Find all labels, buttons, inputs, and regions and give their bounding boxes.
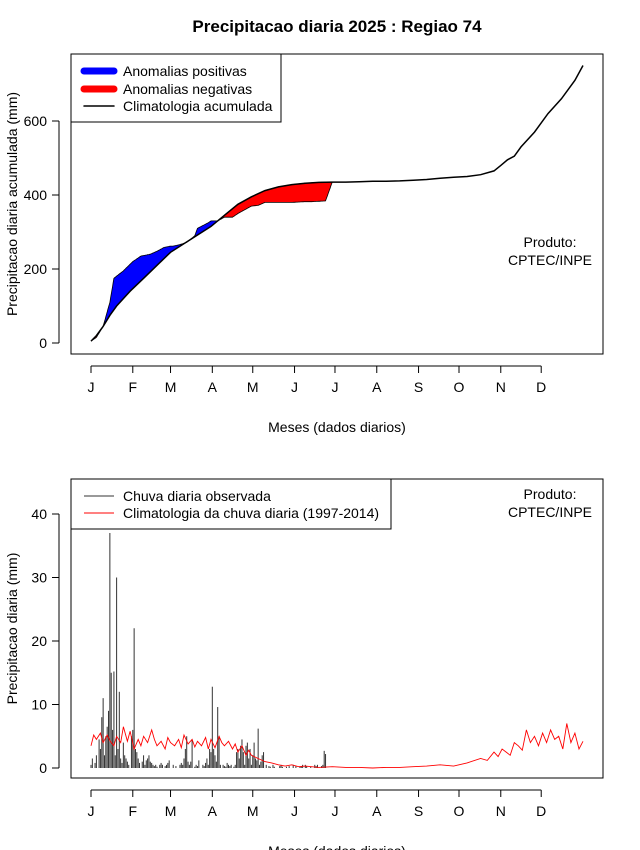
x-axis-label: Meses (dados diarios) <box>268 419 406 435</box>
x-tick-label: M <box>247 803 259 819</box>
legend-box <box>70 478 392 530</box>
x-axis-label: Meses (dados diarios) <box>268 843 406 850</box>
annotation-source: CPTEC/INPE <box>508 252 592 268</box>
climatology-cumulative-line <box>90 65 584 342</box>
x-tick-label: S <box>414 803 423 819</box>
chart-title: Precipitacao diaria 2025 : Regiao 74 <box>192 17 482 36</box>
x-tick-label: M <box>247 379 259 395</box>
y-tick-label: 400 <box>24 187 48 203</box>
x-tick-label: A <box>208 803 218 819</box>
x-tick-label: D <box>536 379 546 395</box>
annotation-product: Produto: <box>524 234 577 250</box>
x-tick-label: D <box>536 803 546 819</box>
plot-frame <box>70 53 604 355</box>
x-tick-label: J <box>331 379 338 395</box>
x-tick-label: J <box>291 379 298 395</box>
x-tick-label: J <box>88 803 95 819</box>
x-tick-label: S <box>414 379 423 395</box>
legend: Anomalias positivas Anomalias negativasCl… <box>70 53 282 123</box>
x-tick-label: N <box>496 379 506 395</box>
climatology-daily-line <box>90 723 584 769</box>
x-tick-label: O <box>454 379 465 395</box>
x-tick-label: A <box>372 803 382 819</box>
y-tick-label: 0 <box>39 760 47 776</box>
y-tick-label: 0 <box>39 335 47 351</box>
positive-anomaly-area <box>102 242 186 327</box>
y-tick-label: 200 <box>24 261 48 277</box>
x-tick-label: M <box>165 379 177 395</box>
y-tick-label: 600 <box>24 113 48 129</box>
x-tick-label: J <box>88 379 95 395</box>
legend-entry: Climatologia acumulada <box>123 98 273 114</box>
daily-chart: J F M A M J J A S O N D Meses (dados diarios) 0 10 20 30… <box>4 478 604 850</box>
legend-entry: Anomalias positivas <box>123 63 247 79</box>
legend-entry: Anomalias negativas <box>123 81 252 97</box>
y-axis-label: Precipitacao diaria acumulada (mm) <box>4 92 20 316</box>
x-tick-label: J <box>291 803 298 819</box>
annotation-source: CPTEC/INPE <box>508 504 592 520</box>
x-tick-label: F <box>129 379 138 395</box>
y-axis-label: Precipitacao diaria (mm) <box>4 553 20 705</box>
y-tick-label: 40 <box>31 506 47 522</box>
legend-entry: Climatologia da chuva diaria (1997-2014) <box>123 505 379 521</box>
legend-entry: Chuva diaria observada <box>123 488 271 504</box>
y-tick-label: 10 <box>31 697 47 713</box>
x-tick-label: J <box>331 803 338 819</box>
annotation-product: Produto: <box>524 486 577 502</box>
x-tick-label: F <box>129 803 138 819</box>
x-tick-label: O <box>454 803 465 819</box>
x-tick-label: A <box>208 379 218 395</box>
x-tick-label: N <box>496 803 506 819</box>
y-tick-label: 30 <box>31 570 47 586</box>
x-tick-label: M <box>165 803 177 819</box>
y-tick-label: 20 <box>31 633 47 649</box>
cumulative-chart: J F M A M J J A S O N D Meses (dados diarios) 0 200 400… <box>4 53 604 435</box>
x-tick-label: A <box>372 379 382 395</box>
